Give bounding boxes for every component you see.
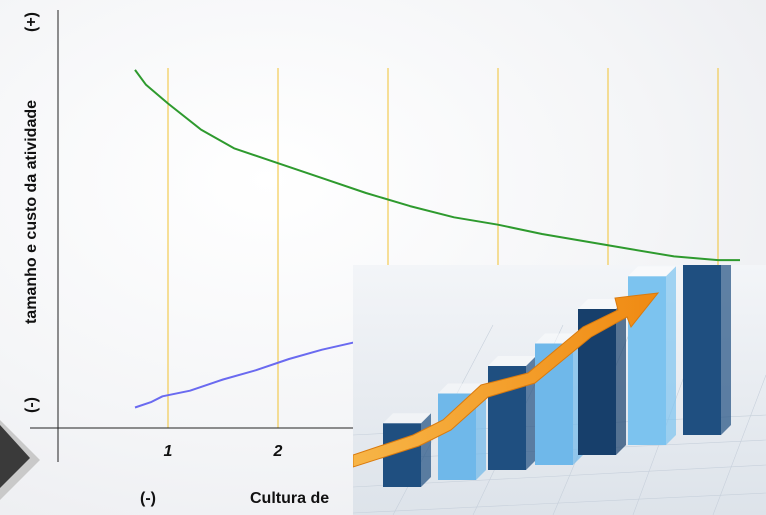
y-axis-label: tamanho e custo da atividade	[23, 100, 40, 324]
series-line-1	[134, 69, 740, 262]
vertical-gridlines	[167, 68, 719, 428]
series-line-2	[134, 335, 389, 409]
x-left-label: (-)	[140, 490, 156, 507]
chart-series	[134, 69, 740, 409]
illustration-rising-arrow	[353, 292, 660, 468]
y-bottom-label: (-)	[23, 397, 40, 413]
growth-chart-image	[353, 265, 766, 515]
corner-arrow	[0, 425, 30, 488]
x-tick-label-2: 2	[273, 443, 283, 460]
illustration-bar-7	[683, 265, 731, 435]
illustration-bar-6	[628, 266, 676, 445]
x-tick-label-1: 1	[164, 443, 173, 460]
y-top-label: (+)	[23, 12, 40, 32]
x-axis-label: Cultura de	[250, 490, 329, 507]
growth-chart-illustration	[353, 265, 766, 515]
